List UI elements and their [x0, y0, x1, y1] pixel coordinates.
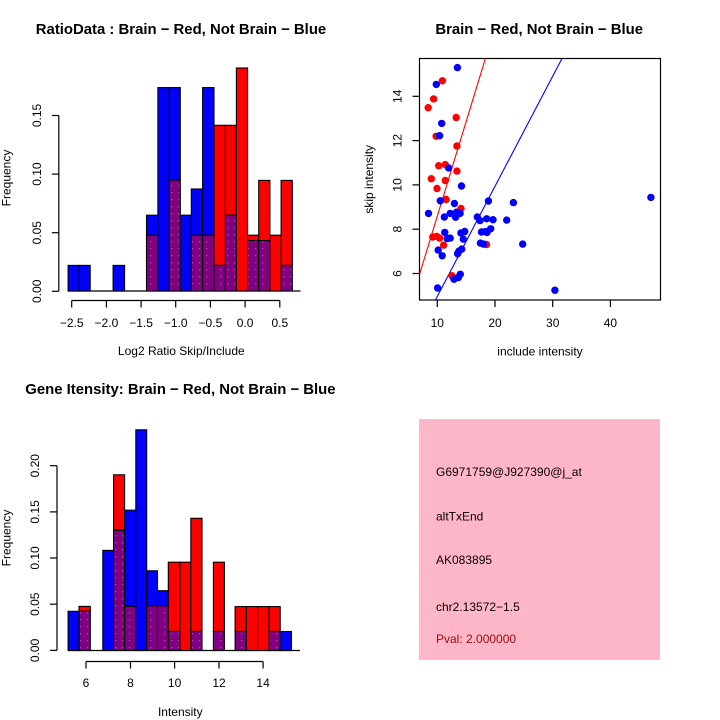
svg-text:Gene Itensity: Brain − Red, No: Gene Itensity: Brain − Red, Not Brain − …: [25, 382, 335, 398]
svg-text:6: 6: [83, 676, 90, 690]
svg-text:skip intensity: skip intensity: [362, 145, 376, 214]
svg-text:Brain − Red, Not Brain − Blue: Brain − Red, Not Brain − Blue: [435, 22, 643, 38]
svg-text:20: 20: [488, 316, 502, 330]
svg-text:0.0: 0.0: [237, 316, 254, 330]
svg-text:RatioData : Brain − Red, Not B: RatioData : Brain − Red, Not Brain − Blu…: [36, 22, 326, 38]
svg-text:−1.5: −1.5: [129, 316, 153, 330]
svg-text:−1.0: −1.0: [164, 316, 188, 330]
svg-text:−2.0: −2.0: [95, 316, 119, 330]
svg-text:AK083895: AK083895: [436, 553, 492, 567]
svg-text:12: 12: [212, 676, 226, 690]
svg-text:Frequency: Frequency: [0, 510, 14, 567]
svg-text:0.10: 0.10: [30, 162, 44, 186]
svg-text:12: 12: [391, 134, 405, 148]
svg-text:Intensity: Intensity: [158, 705, 203, 719]
svg-text:0.05: 0.05: [30, 221, 44, 245]
svg-text:30: 30: [546, 316, 560, 330]
svg-text:altTxEnd: altTxEnd: [436, 510, 483, 524]
svg-text:Frequency: Frequency: [0, 150, 14, 207]
svg-text:0.5: 0.5: [271, 316, 288, 330]
svg-text:0.15: 0.15: [30, 103, 44, 127]
svg-text:−2.5: −2.5: [60, 316, 84, 330]
svg-text:Pval: 2.000000: Pval: 2.000000: [436, 632, 516, 646]
svg-text:0.05: 0.05: [28, 592, 42, 616]
svg-text:10: 10: [168, 676, 182, 690]
svg-text:6: 6: [391, 270, 405, 277]
svg-text:14: 14: [391, 89, 405, 103]
svg-text:0.20: 0.20: [28, 454, 42, 478]
svg-text:0.15: 0.15: [28, 500, 42, 524]
svg-text:chr2.13572−1.5: chr2.13572−1.5: [436, 600, 520, 614]
svg-text:40: 40: [604, 316, 618, 330]
svg-text:include intensity: include intensity: [497, 345, 582, 359]
svg-text:8: 8: [391, 226, 405, 233]
svg-text:Log2 Ratio Skip/Include: Log2 Ratio Skip/Include: [118, 344, 245, 358]
svg-text:14: 14: [256, 676, 270, 690]
svg-text:−0.5: −0.5: [199, 316, 223, 330]
svg-text:G6971759@J927390@j_at: G6971759@J927390@j_at: [436, 465, 582, 479]
svg-text:10: 10: [431, 316, 445, 330]
svg-text:8: 8: [127, 676, 134, 690]
svg-text:0.10: 0.10: [28, 546, 42, 570]
svg-text:10: 10: [391, 178, 405, 192]
svg-text:0.00: 0.00: [28, 638, 42, 662]
svg-text:0.00: 0.00: [30, 279, 44, 303]
